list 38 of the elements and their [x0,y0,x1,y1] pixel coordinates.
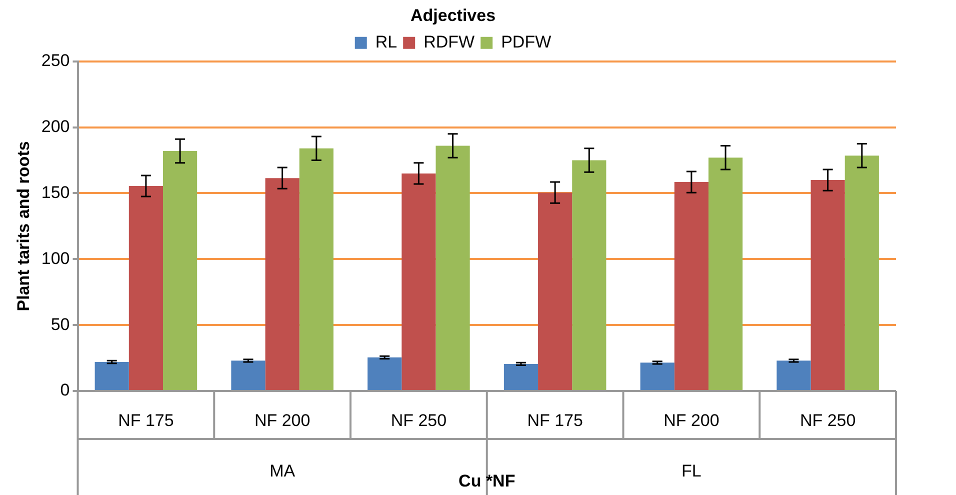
bar [640,362,674,390]
legend-title: Adjectives [410,6,496,26]
x-tick-label: NF 200 [664,410,720,430]
bar [299,148,334,390]
y-tick-label: 50 [50,314,70,334]
legend-label: PDFW [501,32,552,52]
x-tick-label: NF 250 [800,410,856,430]
x-tick-label: NF 175 [118,410,174,430]
bar [538,192,572,390]
x-tick-label: NF 250 [390,410,447,430]
x-tick-label: NF 200 [254,410,310,430]
bar [436,146,470,390]
bar [674,182,708,390]
y-tick-label: 100 [41,248,70,268]
bar [265,178,300,390]
y-tick-label: 250 [41,51,70,70]
bar [368,357,402,390]
y-tick-label: 200 [41,117,70,136]
bar [572,160,606,390]
bar [128,186,163,390]
bar [708,158,743,390]
y-axis-title: Plant tarits and roots [14,141,33,312]
bar [162,151,198,390]
y-tick-label: 150 [41,182,70,202]
bar [776,360,811,390]
text: FL [682,462,702,481]
y-tick-label: 0 [60,380,70,400]
bar [94,362,129,390]
bar [504,364,538,390]
bar [844,156,879,390]
legend-label: RDFW [424,32,475,52]
bar [231,360,266,390]
x-tick-label: NF 175 [527,410,583,430]
x-axis-title: Cu *NF [458,472,516,491]
bar [402,173,436,390]
bar [810,180,845,390]
text: MA [270,462,296,481]
legend-label: RL [375,32,398,52]
